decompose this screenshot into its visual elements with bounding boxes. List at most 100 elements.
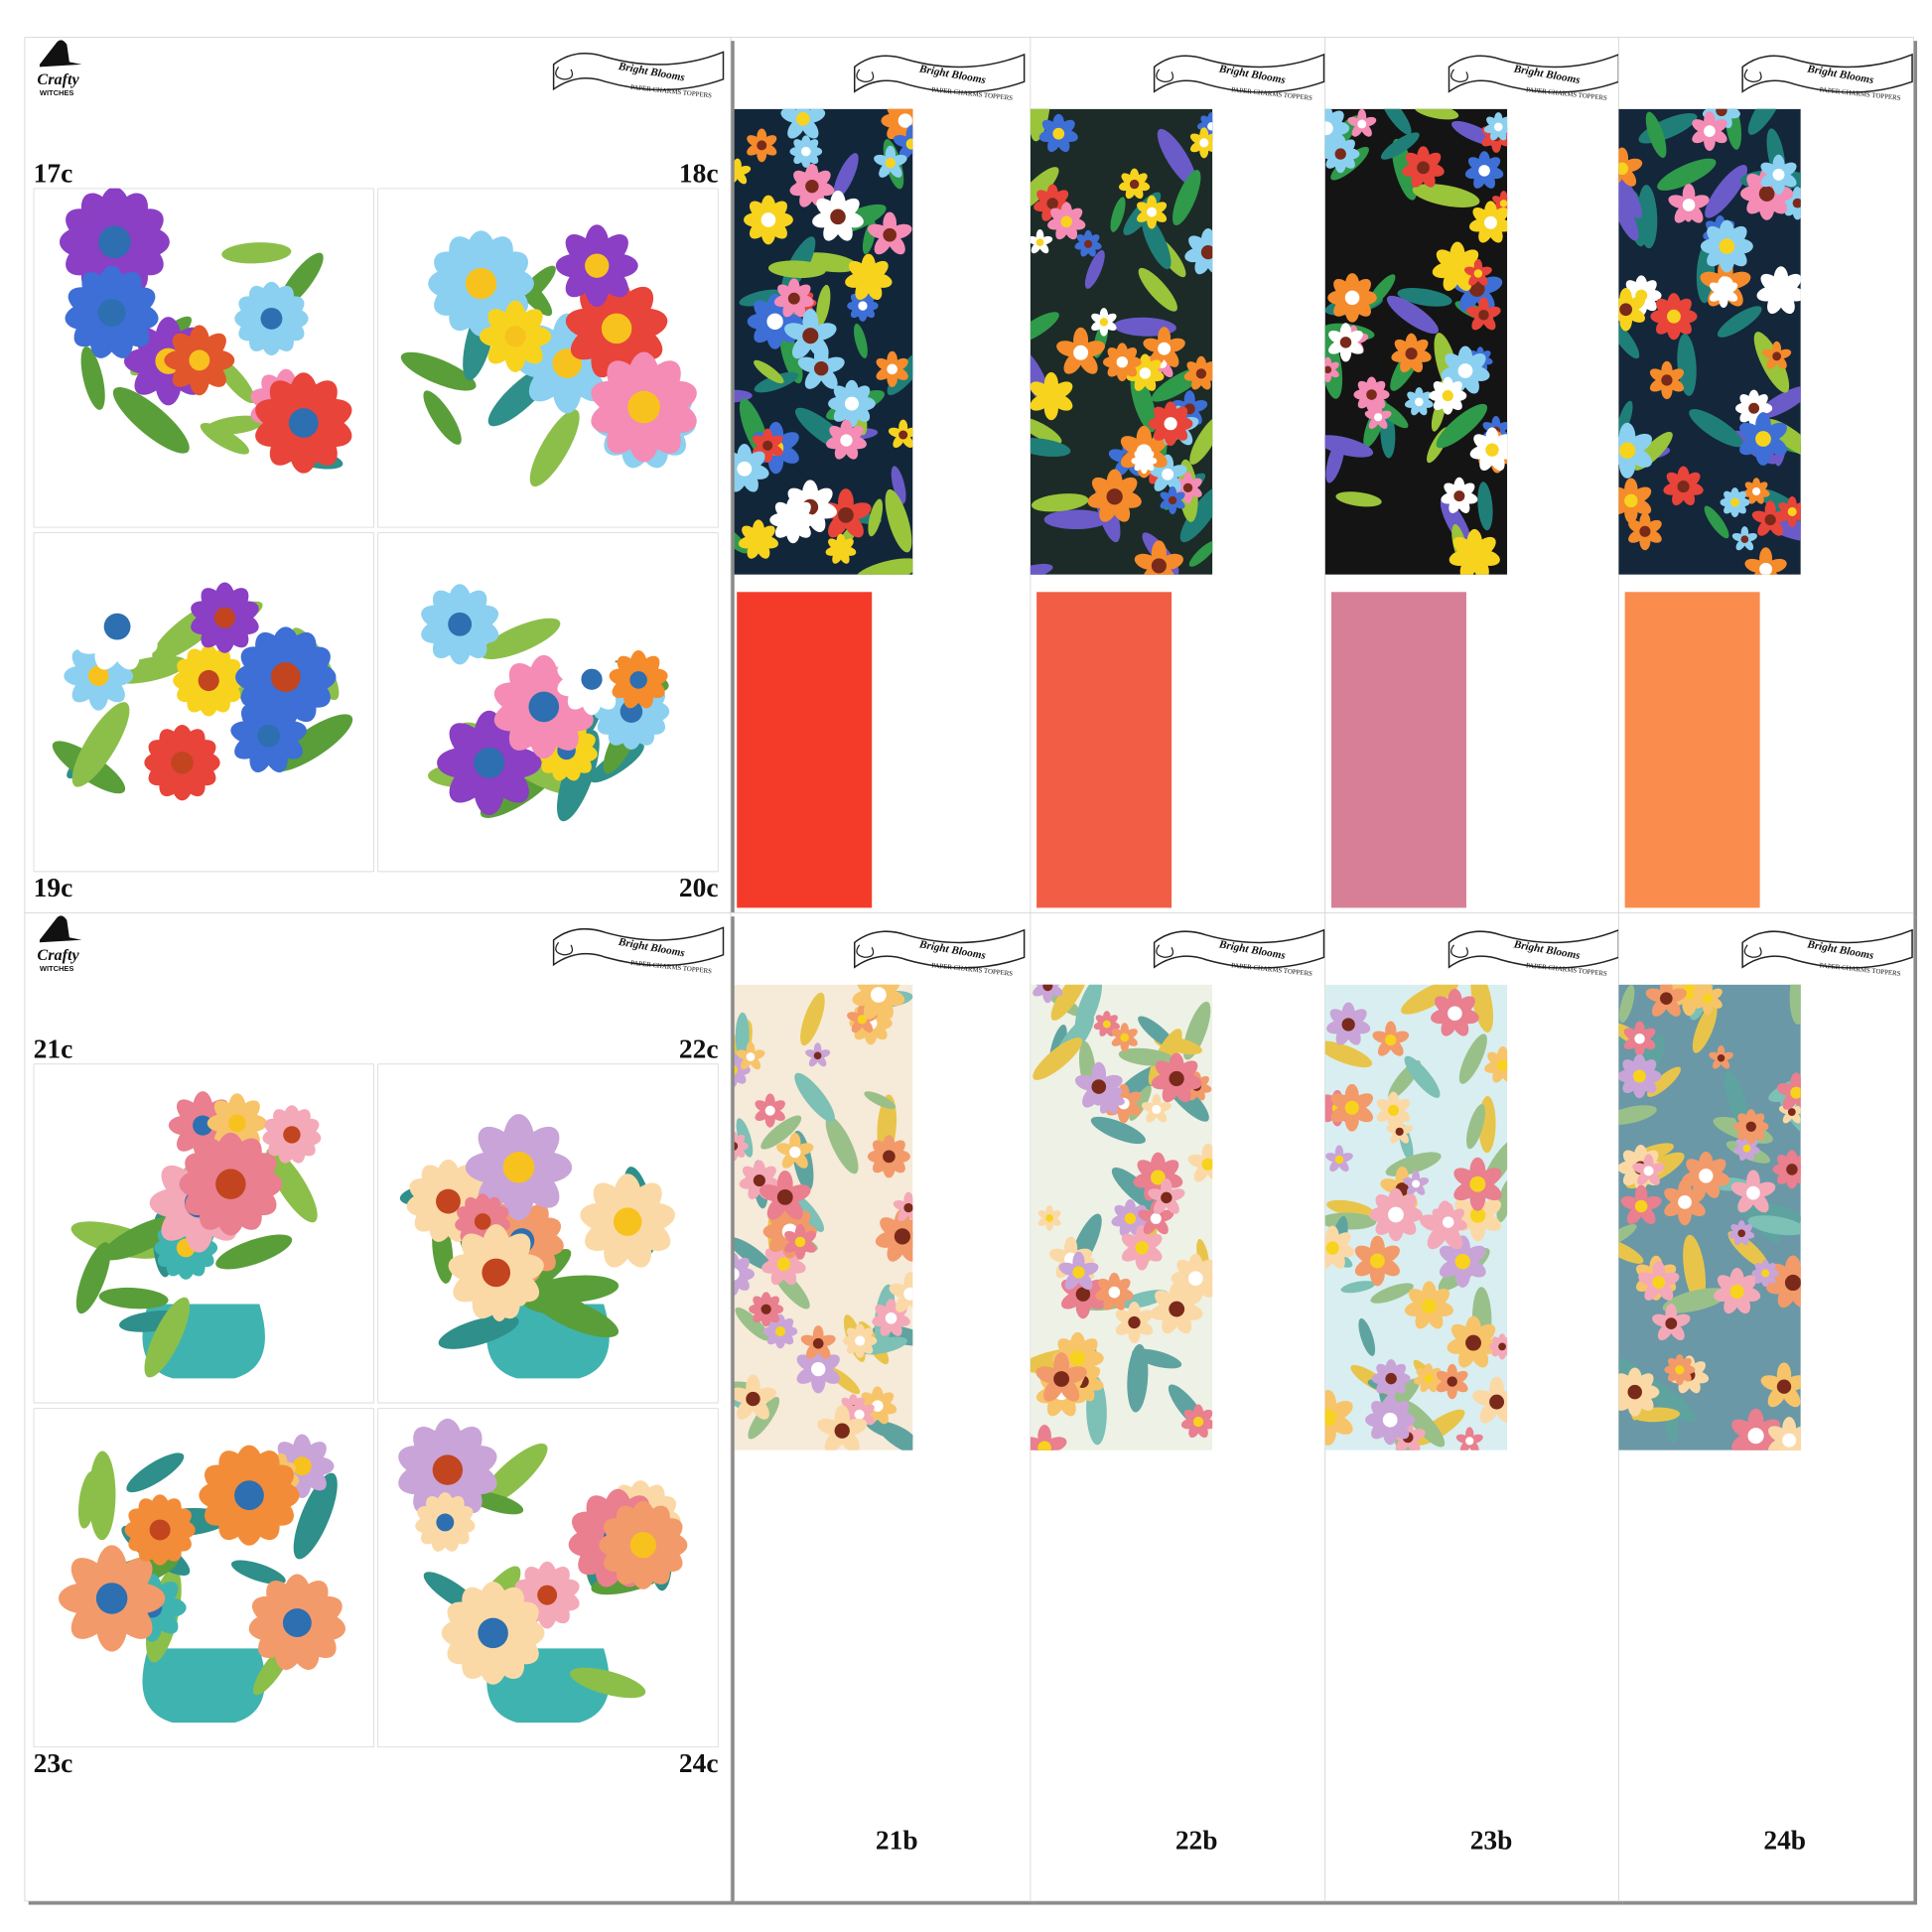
flower-center bbox=[1442, 389, 1453, 402]
leaf bbox=[1789, 984, 1801, 1025]
leaf bbox=[206, 415, 265, 435]
leaf bbox=[1031, 493, 1089, 512]
leaf bbox=[1370, 1283, 1414, 1304]
leaf bbox=[1704, 505, 1729, 539]
flower-center bbox=[1037, 1441, 1051, 1450]
flower-center bbox=[282, 1608, 312, 1638]
leaf bbox=[1692, 1003, 1718, 1053]
flower-center bbox=[836, 544, 846, 554]
leaf bbox=[1324, 1040, 1373, 1068]
flower-center bbox=[794, 1236, 806, 1248]
flower-center bbox=[1147, 207, 1158, 217]
flower-center bbox=[436, 1513, 455, 1532]
flower-center bbox=[858, 301, 868, 311]
flower-center bbox=[766, 313, 783, 331]
flower-center bbox=[1755, 431, 1771, 447]
flower-center bbox=[1704, 125, 1716, 137]
banner-ribbon bbox=[1153, 53, 1325, 93]
leaf bbox=[88, 1450, 116, 1541]
flower-center bbox=[1150, 1170, 1166, 1185]
flower-center bbox=[887, 363, 897, 375]
flower-center bbox=[1043, 388, 1058, 404]
flower-center bbox=[613, 1207, 642, 1236]
witch-hat bbox=[39, 915, 82, 943]
leaf bbox=[1179, 485, 1213, 543]
leaf bbox=[1090, 1116, 1146, 1145]
flower-center bbox=[1417, 161, 1430, 175]
flower-center bbox=[1128, 1315, 1141, 1329]
flower-center bbox=[1661, 374, 1673, 386]
flower-center bbox=[1357, 119, 1367, 129]
flower-center bbox=[1415, 397, 1424, 407]
flower-center bbox=[861, 270, 876, 285]
leaf bbox=[1050, 984, 1088, 1021]
flower-center bbox=[805, 179, 819, 194]
leaf bbox=[1380, 108, 1412, 135]
flower-center bbox=[1675, 1365, 1685, 1375]
flower-center bbox=[1339, 337, 1352, 348]
flower-center bbox=[1478, 309, 1489, 321]
flower-center bbox=[627, 390, 660, 424]
leaf bbox=[1358, 1317, 1376, 1356]
flower-center bbox=[1382, 1412, 1398, 1428]
flower-center bbox=[1453, 490, 1465, 502]
flower-center bbox=[1730, 497, 1739, 507]
flower-center bbox=[1169, 1070, 1184, 1087]
flower-center bbox=[1624, 493, 1638, 508]
banner-swirl bbox=[1450, 69, 1468, 82]
flower-center bbox=[103, 613, 131, 640]
card-label: 22c bbox=[679, 1034, 719, 1063]
flower-center bbox=[1792, 198, 1801, 208]
flower-center bbox=[776, 1188, 793, 1205]
flower-center bbox=[1634, 1034, 1645, 1044]
card-label: 21c bbox=[34, 1034, 73, 1063]
flower-center bbox=[1652, 1276, 1666, 1289]
flower-center bbox=[760, 212, 776, 227]
leaf bbox=[423, 390, 462, 445]
flower-center bbox=[432, 1454, 464, 1485]
banner-ribbon bbox=[1741, 53, 1913, 93]
flower-center bbox=[1151, 558, 1167, 574]
card-label: 24c bbox=[679, 1748, 719, 1778]
flower-center bbox=[1717, 1054, 1725, 1062]
flower-center bbox=[1366, 389, 1377, 400]
flower-center bbox=[1116, 356, 1128, 368]
leaf bbox=[825, 1116, 859, 1174]
leaf bbox=[868, 498, 884, 537]
flower-center bbox=[1619, 303, 1633, 317]
flower-center bbox=[1199, 138, 1209, 148]
flower-center bbox=[1195, 368, 1207, 379]
flower-center bbox=[1665, 1317, 1678, 1330]
flower-center bbox=[215, 1169, 246, 1199]
pattern-image bbox=[1618, 984, 1801, 1450]
flower-center bbox=[1639, 525, 1651, 537]
flower-center bbox=[1677, 481, 1690, 493]
flower-center bbox=[87, 665, 109, 687]
leaf bbox=[1030, 167, 1059, 212]
leaf bbox=[735, 1012, 750, 1058]
flower-center bbox=[1325, 1241, 1339, 1255]
leaf bbox=[468, 1491, 524, 1515]
leaf bbox=[800, 992, 825, 1046]
flower-center bbox=[1790, 1086, 1801, 1099]
banner-swirl bbox=[1156, 944, 1174, 958]
flower-center bbox=[737, 461, 753, 477]
card-image bbox=[377, 1063, 719, 1404]
flower-center bbox=[1083, 239, 1093, 248]
leaf bbox=[1618, 1238, 1644, 1264]
leaf bbox=[570, 1667, 646, 1699]
flower-center bbox=[898, 430, 908, 440]
flower-center bbox=[801, 146, 811, 157]
card-image bbox=[377, 532, 719, 873]
leaf bbox=[1324, 1212, 1377, 1230]
banner-swirl bbox=[1450, 944, 1468, 958]
flower-center bbox=[813, 1051, 822, 1060]
flower-center bbox=[1442, 1216, 1454, 1228]
leaf bbox=[1657, 158, 1717, 191]
flower-center bbox=[905, 138, 913, 150]
logo-name: Crafty bbox=[37, 946, 79, 964]
